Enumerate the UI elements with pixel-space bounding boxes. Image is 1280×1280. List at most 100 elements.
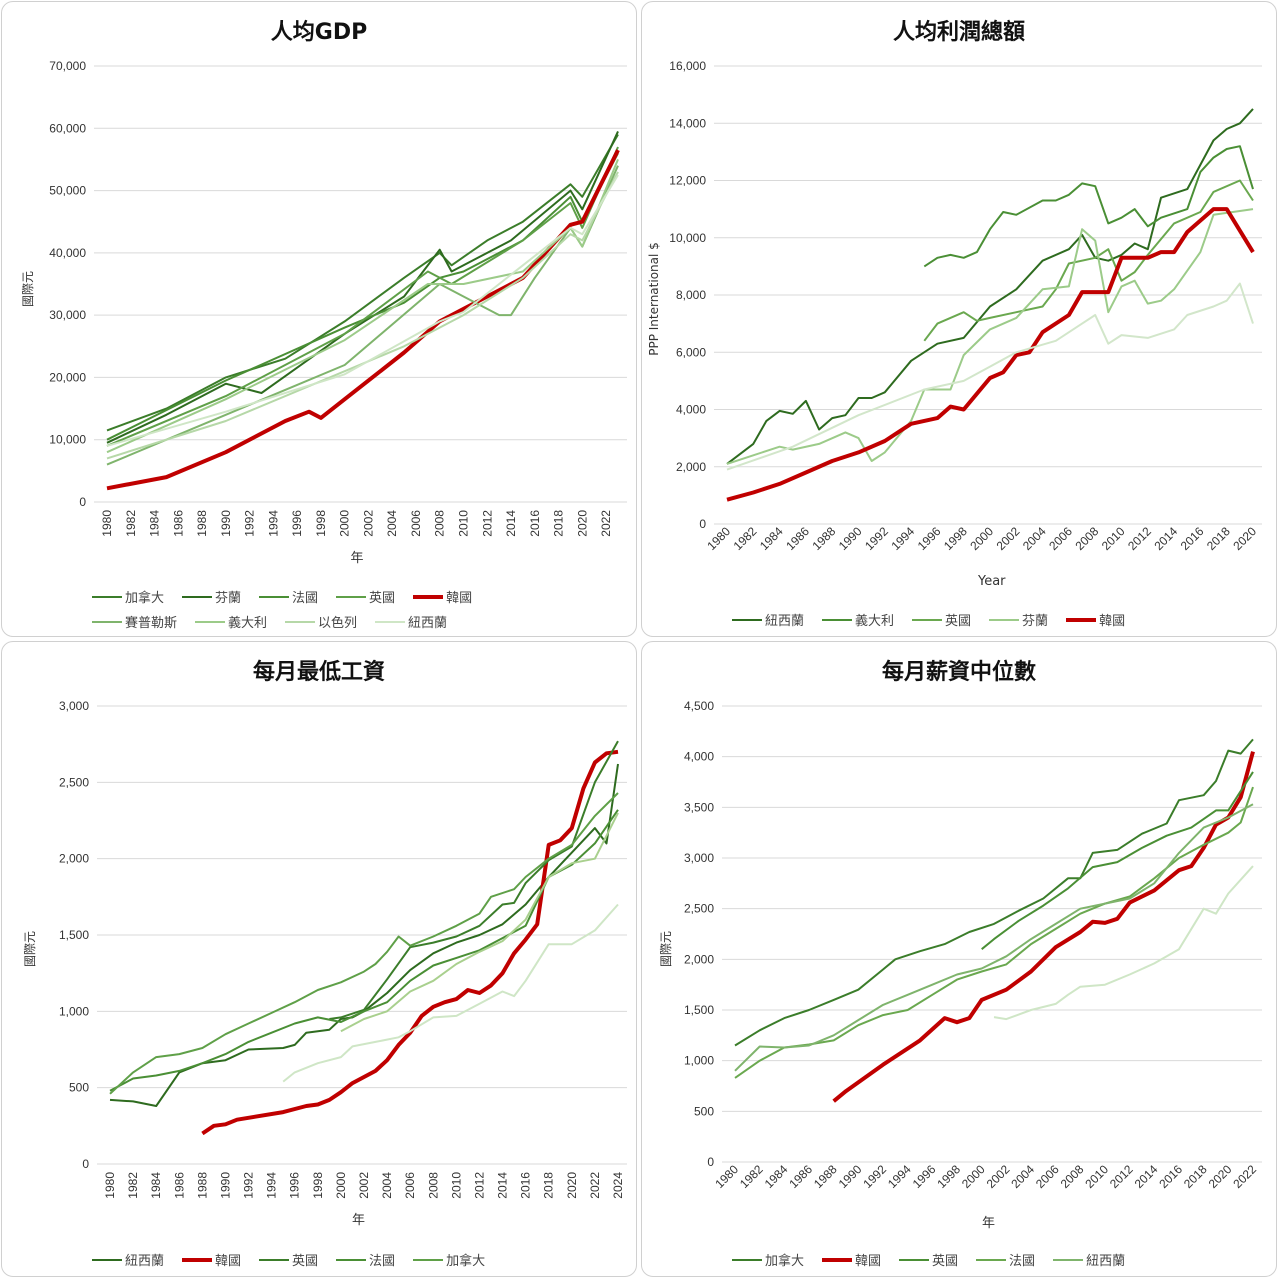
- legend-item: 以色列: [285, 609, 357, 634]
- legend-label: 加拿大: [446, 1254, 486, 1269]
- legend-label: 加拿大: [125, 591, 165, 606]
- x-tick-label: 2022: [599, 510, 613, 537]
- legend-item: 韓國: [182, 1247, 241, 1272]
- x-tick-label: 2020: [575, 510, 589, 537]
- y-tick-label: 0: [699, 517, 706, 531]
- x-tick-label: 2002: [994, 524, 1023, 553]
- x-tick-label: 1986: [172, 1172, 186, 1199]
- legend-label: 紐西蘭: [765, 614, 805, 629]
- x-tick-label: 2008: [1058, 1162, 1087, 1191]
- legend-label: 賽普勒斯: [125, 616, 178, 631]
- y-tick-label: 3,000: [684, 851, 714, 865]
- y-tick-label: 40,000: [49, 246, 86, 260]
- legend-swatch: [285, 620, 316, 623]
- series-line-加拿大: [109, 792, 619, 1095]
- x-tick-label: 2006: [1046, 524, 1075, 553]
- legend-swatch: [259, 1258, 290, 1261]
- legend-item: 加拿大: [732, 1247, 804, 1272]
- legend-swatch: [92, 620, 122, 623]
- x-tick-label: 1984: [149, 1172, 163, 1199]
- series-line-法國: [726, 282, 1254, 471]
- x-tick-label: 2012: [1125, 524, 1154, 553]
- legend-swatch: [912, 618, 943, 621]
- x-tick-label: 1980: [100, 510, 114, 537]
- legend-label: 紐西蘭: [408, 616, 448, 631]
- x-tick-label: 2006: [409, 510, 423, 537]
- chart-svg: 0 10,000 20,000 30,000 40,000 50,000 60,000 70,…: [49, 59, 627, 537]
- x-tick-label: 2014: [1151, 524, 1180, 553]
- x-tick-label: 1980: [704, 524, 733, 553]
- legend-item: 加拿大: [92, 584, 164, 609]
- x-tick-label: 1980: [712, 1162, 741, 1191]
- legend-item: 以色列: [732, 1272, 804, 1276]
- series-line-加拿大: [106, 134, 619, 432]
- legend-item: 英國: [912, 607, 971, 632]
- x-tick-label: 2004: [1020, 524, 1049, 553]
- legend-label: 英國: [292, 1254, 319, 1269]
- x-tick-label: 2018: [542, 1172, 556, 1199]
- legend-swatch: [413, 1258, 444, 1261]
- x-tick-label: 1990: [218, 1172, 232, 1199]
- legend-label: 芬蘭: [1022, 614, 1049, 629]
- legend-item: 韓國: [413, 584, 472, 609]
- y-tick-label: 1,500: [59, 928, 89, 942]
- x-tick-label: 2016: [528, 510, 542, 537]
- series-line-義大利: [106, 159, 619, 454]
- x-tick-label: 2012: [1107, 1162, 1136, 1191]
- x-tick-label: 2016: [1178, 524, 1207, 553]
- x-tick-label: 2010: [449, 1172, 463, 1199]
- y-tick-label: 30,000: [49, 308, 86, 322]
- chart-title: 人均GDP: [270, 20, 368, 45]
- series-line-英國: [923, 179, 1254, 342]
- x-tick-label: 1984: [757, 524, 786, 553]
- x-tick-label: 1994: [885, 1162, 914, 1191]
- x-tick-label: 1992: [242, 1172, 256, 1199]
- y-tick-label: 6,000: [676, 345, 706, 359]
- legend-swatch: [1066, 617, 1097, 622]
- series-line-加拿大: [734, 738, 1254, 1047]
- y-axis-label: 國際元: [23, 931, 37, 968]
- y-tick-label: 14,000: [669, 116, 706, 130]
- y-tick-label: 2,500: [59, 775, 89, 789]
- legend-label: 法國: [292, 591, 319, 606]
- y-tick-label: 12,000: [669, 174, 706, 188]
- series-line-義大利: [923, 145, 1254, 268]
- series-line-韓國: [832, 751, 1255, 1103]
- legend-label: 以色列: [228, 1275, 267, 1276]
- y-tick-label: 4,000: [684, 750, 714, 764]
- x-tick-label: 1996: [910, 1162, 939, 1191]
- legend-swatch: [375, 620, 406, 623]
- legend-label: 韓國: [215, 1254, 242, 1269]
- legend-item: 賽普勒斯: [92, 609, 177, 634]
- legend-swatch: [182, 595, 213, 598]
- series-line-紐西蘭: [106, 174, 619, 447]
- legend: 加拿大 韓國 英國 法國 紐西蘭以色列: [642, 1247, 1276, 1276]
- x-tick-label: 2022: [588, 1172, 602, 1199]
- chart-panel-profit-per-capita: 0 2,000 4,000 6,000 8,000 10,000 12,000 14,000 1…: [641, 1, 1277, 637]
- legend-item: 韓國: [822, 1247, 881, 1272]
- x-tick-label: 2018: [552, 510, 566, 537]
- legend: 紐西蘭 義大利 英國 芬蘭 韓國法國: [642, 607, 1276, 636]
- x-tick-label: 2010: [1082, 1162, 1111, 1191]
- x-tick-label: 1998: [934, 1162, 963, 1191]
- series-line-紐西蘭: [734, 803, 1254, 1072]
- y-tick-label: 0: [82, 1157, 89, 1171]
- x-tick-label: 2000: [959, 1162, 988, 1191]
- legend-swatch: [336, 595, 367, 598]
- legend-swatch: [976, 1258, 1007, 1261]
- legend-item: 賽普勒斯: [92, 1272, 177, 1276]
- y-tick-label: 8,000: [676, 288, 706, 302]
- y-tick-label: 2,000: [684, 952, 714, 966]
- legend-swatch: [732, 1258, 762, 1261]
- x-tick-label: 1982: [124, 510, 138, 537]
- legend-item: 英國: [336, 584, 395, 609]
- series-line-英國: [981, 771, 1254, 950]
- x-tick-label: 2014: [496, 1172, 510, 1199]
- legend-label: 紐西蘭: [125, 1254, 165, 1269]
- legend-swatch: [822, 618, 853, 621]
- series-line-賽普勒斯: [340, 812, 619, 1033]
- chart-svg: 0 500 1,000 1,500 2,000 2,500 3,000 1980 1982 198…: [59, 699, 627, 1199]
- legend-item: 法國: [732, 632, 791, 636]
- legend-swatch: [92, 1258, 122, 1261]
- legend-label: 以色列: [318, 616, 358, 631]
